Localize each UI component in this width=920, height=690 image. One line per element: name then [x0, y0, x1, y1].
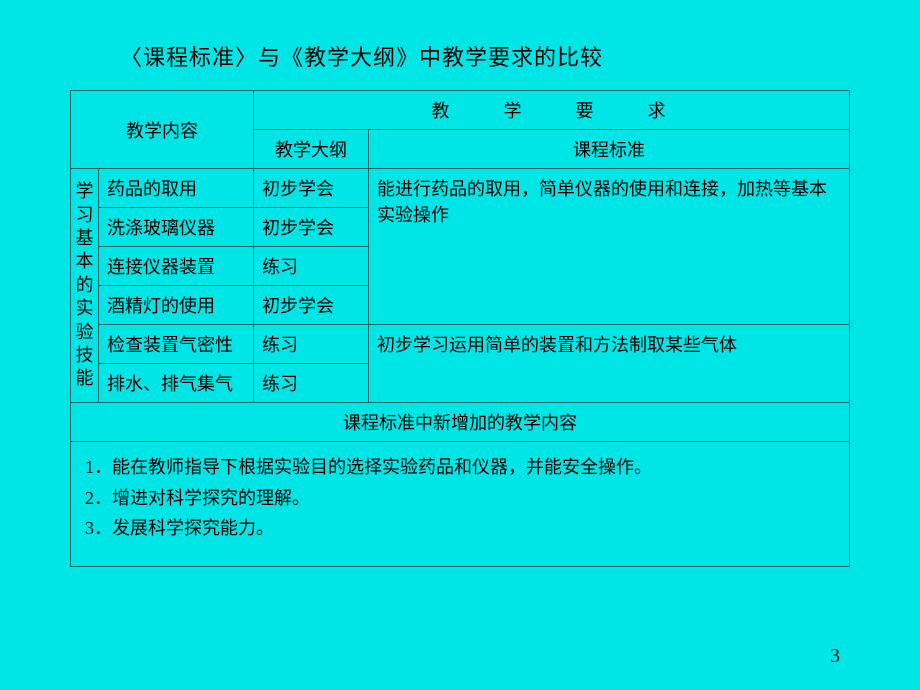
table-row: 学习基本的实验技能 药品的取用 初步学会 能进行药品的取用，简单仪器的使用和连接…	[71, 169, 850, 208]
syllabus-cell: 初步学会	[254, 286, 369, 325]
syllabus-cell: 练习	[254, 247, 369, 286]
syllabus-cell: 初步学会	[254, 208, 369, 247]
subheader-standard: 课程标准	[369, 130, 850, 169]
header-row-1: 教学内容 教 学 要 求	[71, 91, 850, 130]
syllabus-cell: 练习	[254, 325, 369, 364]
content-cell: 洗涤玻璃仪器	[99, 208, 254, 247]
new-content-header-row: 课程标准中新增加的教学内容	[71, 403, 850, 442]
slide-container: 〈课程标准〉与《教学大纲》中教学要求的比较 教学内容 教 学 要 求 教学大纲 …	[0, 0, 920, 567]
subheader-syllabus: 教学大纲	[254, 130, 369, 169]
note-line: 2．增进对科学探究的理解。	[85, 483, 835, 514]
page-number: 3	[830, 645, 840, 668]
syllabus-cell: 初步学会	[254, 169, 369, 208]
slide-title: 〈课程标准〉与《教学大纲》中教学要求的比较	[120, 40, 850, 72]
note-line: 3．发展科学探究能力。	[85, 513, 835, 544]
comparison-table: 教学内容 教 学 要 求 教学大纲 课程标准 学习基本的实验技能 药品的取用 初…	[70, 90, 850, 567]
note-line: 1．能在教师指导下根据实验目的选择实验药品和仪器，并能安全操作。	[85, 452, 835, 483]
vertical-category: 学习基本的实验技能	[71, 169, 99, 403]
content-cell: 药品的取用	[99, 169, 254, 208]
standard-cell-group2: 初步学习运用简单的装置和方法制取某些气体	[369, 325, 850, 403]
content-cell: 酒精灯的使用	[99, 286, 254, 325]
content-cell: 排水、排气集气	[99, 364, 254, 403]
content-cell: 连接仪器装置	[99, 247, 254, 286]
notes-row: 1．能在教师指导下根据实验目的选择实验药品和仪器，并能安全操作。 2．增进对科学…	[71, 442, 850, 567]
new-content-header: 课程标准中新增加的教学内容	[71, 403, 850, 442]
syllabus-cell: 练习	[254, 364, 369, 403]
header-content: 教学内容	[71, 91, 254, 169]
notes-cell: 1．能在教师指导下根据实验目的选择实验药品和仪器，并能安全操作。 2．增进对科学…	[71, 442, 850, 567]
standard-cell-group1: 能进行药品的取用，简单仪器的使用和连接，加热等基本实验操作	[369, 169, 850, 325]
content-cell: 检查装置气密性	[99, 325, 254, 364]
vertical-label: 学习基本的实验技能	[76, 181, 94, 388]
header-requirement: 教 学 要 求	[254, 91, 850, 130]
table-row: 检查装置气密性 练习 初步学习运用简单的装置和方法制取某些气体	[71, 325, 850, 364]
